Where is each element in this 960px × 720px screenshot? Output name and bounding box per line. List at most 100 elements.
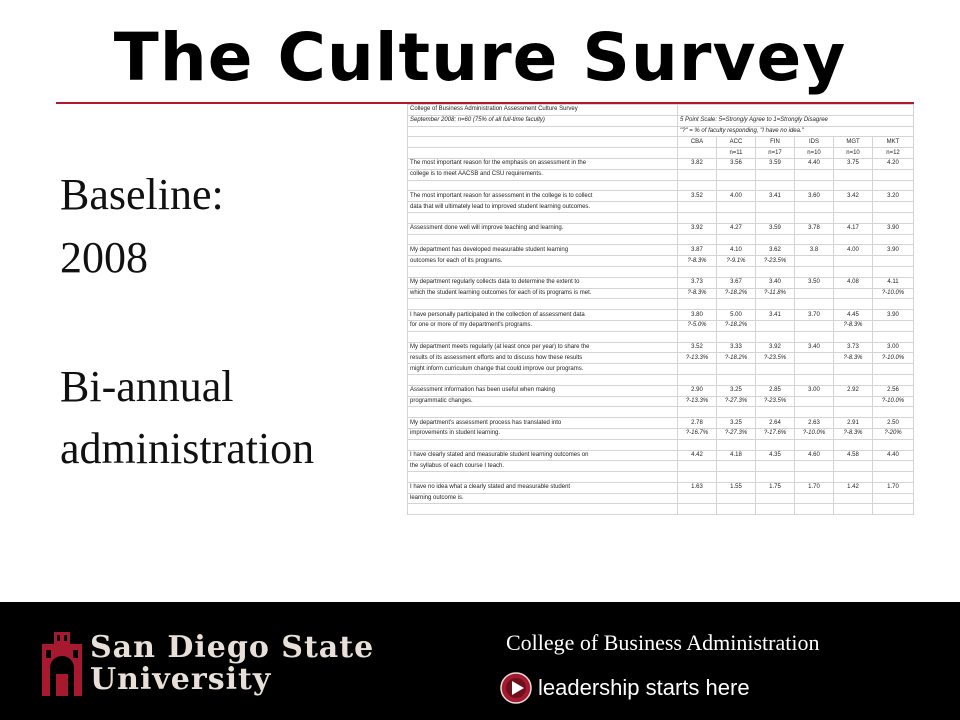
table-row: might inform curriculum change that coul… xyxy=(407,363,915,375)
survey-statement-cell: I have no idea what a clearly stated and… xyxy=(407,481,678,494)
table-row xyxy=(407,406,915,419)
survey-value-cell: 3.73 xyxy=(833,341,873,354)
survey-value-cell xyxy=(794,298,834,311)
survey-value-cell: 1.75 xyxy=(755,481,795,494)
survey-value-cell: ?-27.3% xyxy=(716,395,756,408)
table-row: College of Business Administration Asses… xyxy=(407,104,915,116)
table-row: Assessment done well will improve teachi… xyxy=(407,222,915,235)
table-row: data that will ultimately lead to improv… xyxy=(407,201,915,213)
survey-value-cell: ACC xyxy=(716,136,756,149)
table-row: outcomes for each of its programs. ?-8.3%… xyxy=(407,255,915,267)
survey-statement-cell xyxy=(407,298,678,311)
survey-value-cell xyxy=(794,168,834,181)
title-divider xyxy=(56,102,914,104)
survey-value-cell xyxy=(833,265,873,278)
survey-value-cell xyxy=(833,211,873,224)
table-row: I have clearly stated and measurable stu… xyxy=(407,449,915,462)
survey-value-cell: 1.70 xyxy=(794,481,834,494)
survey-value-cell: FIN xyxy=(755,136,795,149)
survey-value-cell xyxy=(871,319,915,332)
table-row: improvements in student learning. ?-16.7%… xyxy=(407,427,915,440)
survey-value-cell: 3.90 xyxy=(871,244,915,257)
survey-value-cell xyxy=(755,363,795,375)
survey-value-cell xyxy=(755,406,795,419)
survey-value-cell xyxy=(833,287,873,300)
survey-value-cell: 2.90 xyxy=(677,384,717,397)
survey-value-cell xyxy=(871,201,915,213)
survey-value-cell: 3.90 xyxy=(871,309,915,321)
survey-value-cell: 2.56 xyxy=(871,384,915,397)
survey-statement-cell: for one or more of my department's progr… xyxy=(407,319,678,332)
college-name: College of Business Administration xyxy=(506,630,820,655)
survey-value-cell xyxy=(794,287,834,300)
survey-value-cell xyxy=(871,438,915,451)
survey-value-cell xyxy=(794,211,834,224)
survey-value-cell: 4.10 xyxy=(716,244,756,257)
survey-value-cell xyxy=(716,492,756,505)
survey-value-cell xyxy=(833,298,873,311)
survey-value-cell: 3.00 xyxy=(871,341,915,354)
survey-value-cell: 3.41 xyxy=(755,309,795,321)
administration-line1: Bi-annual xyxy=(60,362,234,411)
survey-value-cell xyxy=(871,503,915,516)
survey-value-cell xyxy=(833,179,873,192)
survey-value-cell: ?-23.5% xyxy=(755,255,795,267)
survey-value-cell: ?-8.3% xyxy=(833,427,873,440)
survey-value-cell: 3.82 xyxy=(677,157,717,170)
table-row: The most important reason for the emphas… xyxy=(407,157,915,170)
survey-statement-cell xyxy=(407,503,678,516)
survey-value-cell: n=10 xyxy=(794,147,834,159)
survey-value-cell: 2.92 xyxy=(833,384,873,397)
survey-value-cell xyxy=(794,265,834,278)
survey-value-cell: 3.56 xyxy=(716,157,756,170)
survey-value-cell: n=11 xyxy=(716,147,756,159)
survey-value-cell xyxy=(794,438,834,451)
table-row xyxy=(407,471,915,483)
survey-statement-cell: The most important reason for assessment… xyxy=(407,190,678,203)
survey-value-cell: ?-10.0% xyxy=(871,352,915,365)
survey-value-cell xyxy=(677,373,717,386)
survey-value-cell xyxy=(716,503,756,516)
survey-value-cell: 3.73 xyxy=(677,276,717,289)
survey-value-cell xyxy=(716,460,756,473)
survey-value-cell xyxy=(833,406,873,419)
table-row: "?" = % of faculty responding, "I have n… xyxy=(407,125,915,138)
survey-value-cell xyxy=(794,503,834,516)
survey-value-cell xyxy=(871,211,915,224)
survey-value-cell: 5 Point Scale: 5=Strongly Agree to 1=Str… xyxy=(676,114,915,127)
survey-results-table: College of Business Administration Asses… xyxy=(407,104,915,516)
table-row: programmatic changes. ?-13.3% ?-27.3% ?-23.… xyxy=(407,395,915,408)
survey-value-cell xyxy=(871,406,915,419)
survey-value-cell: 4.40 xyxy=(794,157,834,170)
survey-value-cell: 1.63 xyxy=(677,481,717,494)
survey-statement-cell: Assessment done well will improve teachi… xyxy=(407,222,678,235)
survey-value-cell xyxy=(871,471,915,483)
survey-value-cell: ?-27.3% xyxy=(716,427,756,440)
survey-value-cell: 3.92 xyxy=(677,222,717,235)
survey-value-cell xyxy=(794,255,834,267)
table-row: which the student learning outcomes for … xyxy=(407,287,915,300)
survey-value-cell: ?-17.6% xyxy=(755,427,795,440)
survey-value-cell xyxy=(833,168,873,181)
survey-value-cell xyxy=(833,503,873,516)
survey-value-cell xyxy=(833,255,873,267)
survey-value-cell xyxy=(716,330,756,343)
survey-value-cell xyxy=(871,298,915,311)
table-row: The most important reason for assessment… xyxy=(407,190,915,203)
survey-statement-cell: programmatic changes. xyxy=(407,395,678,408)
survey-statement-cell: Assessment information has been useful w… xyxy=(407,384,678,397)
table-row xyxy=(407,438,915,451)
table-row: I have personally participated in the co… xyxy=(407,309,915,321)
survey-value-cell: 2.63 xyxy=(794,417,834,429)
survey-value-cell: ?-8.3% xyxy=(833,352,873,365)
survey-value-cell xyxy=(833,201,873,213)
survey-value-cell xyxy=(871,233,915,246)
survey-value-cell xyxy=(833,438,873,451)
survey-value-cell xyxy=(794,363,834,375)
survey-value-cell xyxy=(794,352,834,365)
survey-value-cell: 3.00 xyxy=(794,384,834,397)
survey-value-cell: ?-23.5% xyxy=(755,395,795,408)
survey-value-cell: ?-13.3% xyxy=(677,352,717,365)
survey-value-cell: 3.52 xyxy=(677,190,717,203)
survey-value-cell xyxy=(794,471,834,483)
